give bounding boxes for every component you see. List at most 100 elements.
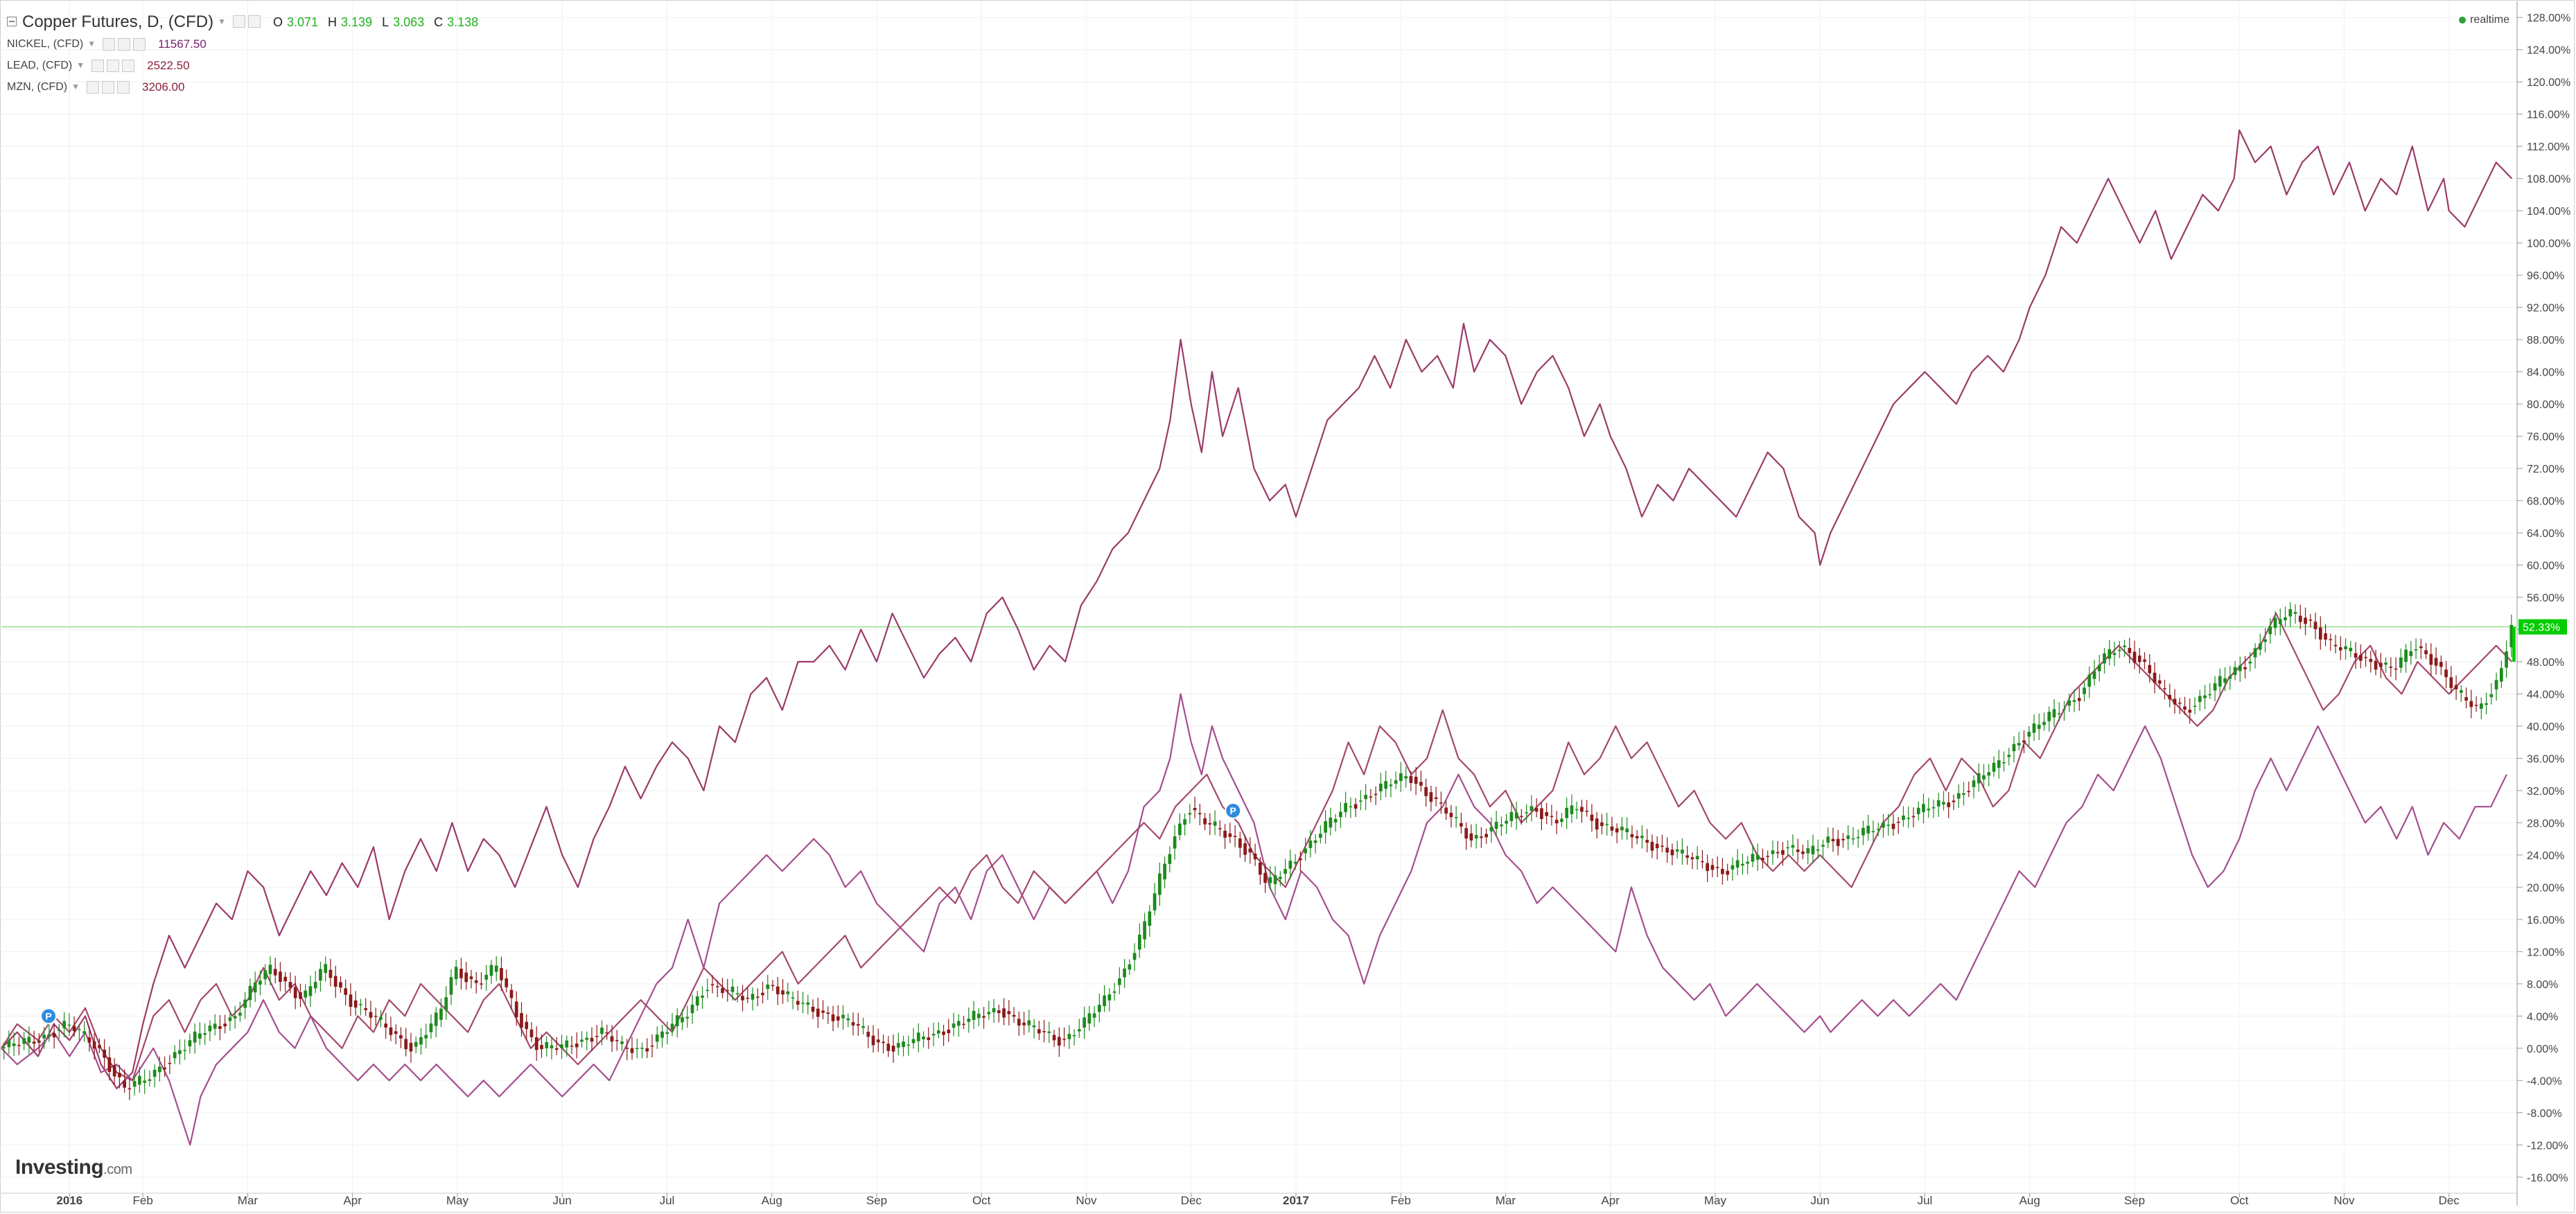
candle-body[interactable] — [1886, 825, 1891, 826]
candle-body[interactable] — [836, 1016, 840, 1021]
candle-body[interactable] — [695, 996, 699, 1006]
candle-body[interactable] — [1429, 792, 1433, 802]
candle-body[interactable] — [1786, 847, 1790, 849]
candle-body[interactable] — [1655, 843, 1659, 849]
candle-body[interactable] — [992, 1008, 996, 1012]
candle-body[interactable] — [2258, 643, 2262, 650]
candle-body[interactable] — [987, 1012, 991, 1014]
candle-body[interactable] — [1157, 873, 1162, 895]
candle-body[interactable] — [1731, 865, 1735, 870]
candle-body[interactable] — [1283, 869, 1287, 874]
candle-body[interactable] — [2218, 676, 2222, 687]
candle-body[interactable] — [58, 1030, 61, 1032]
candle-body[interactable] — [1876, 829, 1880, 830]
candle-body[interactable] — [2012, 744, 2016, 752]
candle-body[interactable] — [2338, 647, 2342, 651]
candle-body[interactable] — [906, 1044, 911, 1046]
candle-body[interactable] — [2308, 619, 2313, 621]
candle-body[interactable] — [1112, 991, 1116, 993]
candle-body[interactable] — [98, 1045, 101, 1048]
candle-body[interactable] — [1017, 1019, 1021, 1026]
candle-body[interactable] — [1751, 854, 1755, 862]
candle-body[interactable] — [1489, 827, 1493, 832]
candle-body[interactable] — [741, 996, 744, 1001]
candle-body[interactable] — [550, 1045, 554, 1048]
candle-body[interactable] — [1987, 772, 1991, 776]
candle-body[interactable] — [2213, 683, 2217, 691]
candle-body[interactable] — [1771, 850, 1775, 854]
candle-body[interactable] — [2047, 712, 2051, 721]
candle-body[interactable] — [876, 1039, 880, 1043]
candle-body[interactable] — [469, 976, 473, 979]
candle-body[interactable] — [1645, 840, 1649, 843]
candle-body[interactable] — [1223, 830, 1227, 838]
candle-body[interactable] — [776, 986, 780, 994]
candle-body[interactable] — [2399, 657, 2403, 668]
candle-body[interactable] — [500, 968, 503, 980]
candle-body[interactable] — [1279, 877, 1282, 879]
candle-body[interactable] — [2505, 651, 2508, 668]
candle-body[interactable] — [259, 980, 262, 985]
candle-body[interactable] — [1092, 1013, 1096, 1018]
candle-body[interactable] — [2037, 724, 2041, 729]
candle-body[interactable] — [1344, 802, 1347, 812]
candle-body[interactable] — [248, 985, 252, 1001]
candle-body[interactable] — [333, 976, 338, 987]
candle-body[interactable] — [701, 995, 704, 998]
candle-body[interactable] — [1052, 1035, 1056, 1041]
candle-body[interactable] — [1379, 783, 1383, 792]
candle-body[interactable] — [1866, 825, 1870, 834]
hide-icon[interactable] — [107, 59, 120, 72]
candle-body[interactable] — [143, 1080, 147, 1083]
candle-body[interactable] — [2394, 668, 2398, 670]
candle-body[interactable] — [128, 1088, 132, 1090]
candle-body[interactable] — [2253, 648, 2257, 658]
candle-body[interactable] — [1208, 822, 1212, 825]
candle-body[interactable] — [1796, 850, 1800, 852]
candle-body[interactable] — [1128, 964, 1132, 970]
candle-body[interactable] — [2117, 649, 2121, 651]
settings-icon[interactable] — [232, 15, 245, 28]
chevron-down-icon[interactable]: ▼ — [87, 39, 96, 49]
candle-body[interactable] — [811, 1006, 815, 1012]
candle-body[interactable] — [2349, 647, 2353, 651]
candle-body[interactable] — [1956, 793, 1961, 799]
candle-body[interactable] — [2143, 659, 2146, 662]
candle-body[interactable] — [1203, 818, 1207, 825]
candle-body[interactable] — [2153, 672, 2157, 683]
event-marker-icon[interactable] — [1225, 802, 1242, 819]
candle-body[interactable] — [2459, 690, 2463, 693]
close-icon[interactable] — [122, 59, 135, 72]
candle-body[interactable] — [1037, 1029, 1041, 1034]
candle-body[interactable] — [1253, 853, 1257, 860]
candle-body[interactable] — [1661, 845, 1664, 847]
candle-body[interactable] — [706, 989, 710, 992]
candle-body[interactable] — [1509, 811, 1514, 821]
candle-body[interactable] — [560, 1044, 563, 1048]
candle-body[interactable] — [590, 1037, 594, 1042]
candle-body[interactable] — [484, 974, 489, 980]
candle-body[interactable] — [735, 993, 739, 994]
candle-body[interactable] — [1927, 809, 1931, 811]
candle-body[interactable] — [1188, 813, 1192, 815]
candle-body[interactable] — [1233, 836, 1237, 837]
candle-body[interactable] — [620, 1041, 624, 1044]
candle-body[interactable] — [148, 1079, 152, 1081]
candle-body[interactable] — [851, 1022, 855, 1026]
candle-body[interactable] — [1022, 1022, 1026, 1026]
candle-body[interactable] — [2354, 653, 2358, 658]
candle-body[interactable] — [273, 969, 277, 976]
candle-body[interactable] — [967, 1019, 971, 1022]
candle-body[interactable] — [1871, 831, 1875, 832]
candle-body[interactable] — [339, 982, 342, 988]
candle-body[interactable] — [585, 1037, 589, 1040]
candle-body[interactable] — [1103, 995, 1106, 1006]
candle-body[interactable] — [2389, 667, 2393, 668]
candle-body[interactable] — [364, 1008, 368, 1010]
candle-body[interactable] — [1173, 836, 1177, 849]
candle-body[interactable] — [414, 1041, 418, 1047]
candle-body[interactable] — [610, 1036, 614, 1042]
close-icon[interactable] — [133, 37, 146, 51]
candle-body[interactable] — [132, 1081, 137, 1087]
candle-body[interactable] — [1806, 848, 1810, 854]
